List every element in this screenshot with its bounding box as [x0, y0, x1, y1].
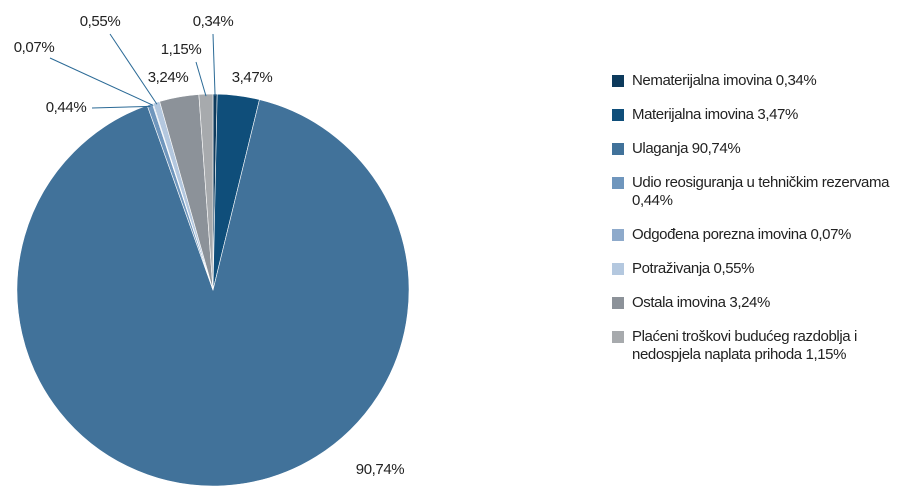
legend: Nematerijalna imovina 0,34% Materijalna i…	[612, 72, 923, 380]
data-label: 3,47%	[232, 69, 273, 86]
legend-item: Nematerijalna imovina 0,34%	[612, 72, 923, 90]
leader-line	[212, 33, 216, 97]
legend-label: Odgođena porezna imovina 0,07%	[632, 226, 851, 243]
legend-label: Nematerijalna imovina 0,34%	[632, 72, 817, 89]
legend-item: Udio reosiguranja u tehničkim rezervama …	[612, 174, 923, 210]
legend-item: Ulaganja 90,74%	[612, 140, 923, 158]
data-label: 0,34%	[193, 13, 234, 30]
legend-swatch	[612, 297, 624, 309]
legend-label: Potraživanja 0,55%	[632, 260, 755, 277]
data-label: 0,07%	[14, 39, 55, 56]
legend-label: Udio reosiguranja u tehničkim rezervama …	[632, 174, 890, 209]
legend-item: Odgođena porezna imovina 0,07%	[612, 226, 923, 244]
leader-line	[195, 61, 207, 97]
data-label: 90,74%	[356, 461, 405, 478]
data-label: 0,55%	[80, 13, 121, 30]
pie-slice	[16, 99, 410, 487]
legend-swatch	[612, 229, 624, 241]
legend-swatch	[612, 177, 624, 189]
data-label: 3,24%	[148, 69, 189, 86]
legend-swatch	[612, 75, 624, 87]
legend-label: Plaćeni troškovi budućeg razdoblja i ned…	[632, 328, 857, 363]
data-label: 0,44%	[46, 99, 87, 116]
legend-label: Ostala imovina 3,24%	[632, 294, 770, 311]
legend-swatch	[612, 109, 624, 121]
leader-line	[49, 57, 154, 106]
legend-item: Potraživanja 0,55%	[612, 260, 923, 278]
data-label: 1,15%	[161, 41, 202, 58]
legend-label: Materijalna imovina 3,47%	[632, 106, 798, 123]
legend-item: Materijalna imovina 3,47%	[612, 106, 923, 124]
legend-item: Plaćeni troškovi budućeg razdoblja i ned…	[612, 328, 923, 364]
legend-swatch	[612, 263, 624, 275]
leader-line	[109, 33, 158, 105]
legend-label: Ulaganja 90,74%	[632, 140, 741, 157]
legend-swatch	[612, 143, 624, 155]
legend-item: Ostala imovina 3,24%	[612, 294, 923, 312]
legend-swatch	[612, 331, 624, 343]
leader-line	[91, 105, 151, 109]
